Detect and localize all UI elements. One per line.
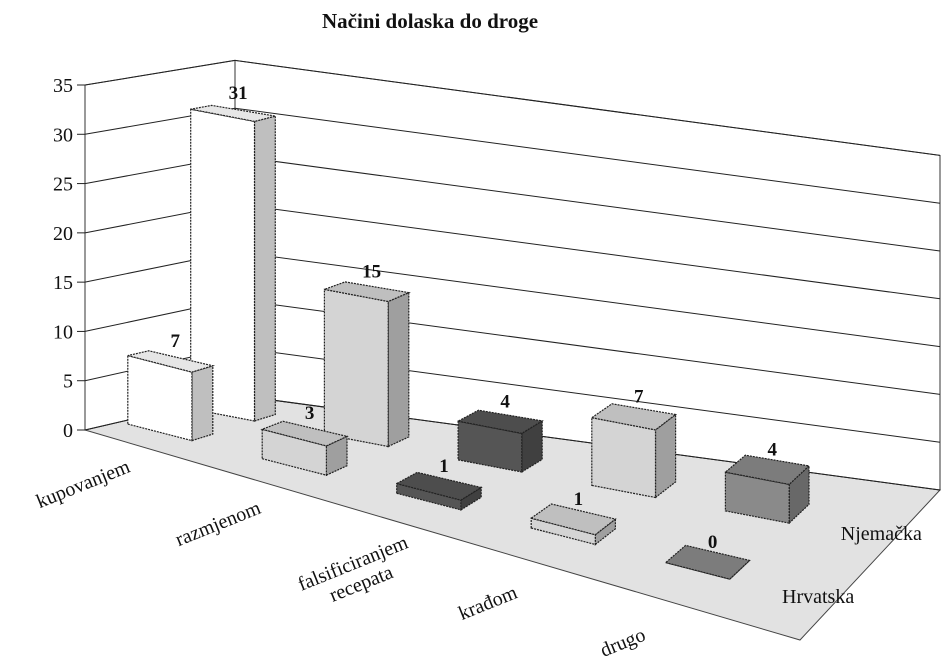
bar-front xyxy=(591,416,657,499)
y-tick-label: 35 xyxy=(53,75,73,97)
bar xyxy=(190,104,276,422)
series-label: Hrvatska xyxy=(782,586,854,608)
bar-front xyxy=(323,288,389,448)
value-label: 7 xyxy=(634,386,644,407)
x-tick-label: falsificiranjemrecepata xyxy=(295,531,420,616)
x-tick-label: krađom xyxy=(455,581,520,624)
value-label: 15 xyxy=(362,261,381,282)
bar xyxy=(260,420,349,477)
value-label: 1 xyxy=(574,489,584,510)
bar-top xyxy=(456,409,544,435)
bar xyxy=(395,471,483,511)
bar-top xyxy=(322,281,411,303)
y-tick-label: 30 xyxy=(53,124,73,146)
bar-top xyxy=(190,104,276,123)
x-tick-label: razmjenom xyxy=(172,497,264,551)
value-label: 7 xyxy=(171,331,181,352)
bar-front xyxy=(261,428,327,476)
value-label: 1 xyxy=(439,456,449,477)
bar xyxy=(456,409,544,474)
bar-top xyxy=(529,503,617,536)
value-label: 4 xyxy=(768,439,778,460)
bar-front xyxy=(127,354,193,442)
bar xyxy=(664,544,751,580)
bar xyxy=(322,281,411,448)
bar-top xyxy=(664,544,751,580)
value-label: 0 xyxy=(708,532,718,553)
bar-side xyxy=(387,291,410,448)
bar-side xyxy=(191,364,214,442)
bar xyxy=(590,403,678,499)
bar-top xyxy=(395,471,483,501)
bar-top xyxy=(127,350,216,373)
series-label: Njemačka xyxy=(841,523,922,545)
x-tick-label: drugo xyxy=(597,624,649,657)
bar-top xyxy=(260,420,349,447)
y-tick-label: 25 xyxy=(53,174,73,196)
grid-line xyxy=(84,59,941,156)
bar xyxy=(127,350,216,442)
y-tick-label: 10 xyxy=(53,321,73,343)
bar-top xyxy=(590,403,678,431)
bar-side xyxy=(253,115,276,422)
bar-side xyxy=(654,413,677,499)
x-tick-label: kupovanjem xyxy=(33,455,133,513)
y-tick-label: 15 xyxy=(53,272,73,294)
y-tick-label: 0 xyxy=(63,420,73,442)
bar xyxy=(529,503,617,546)
y-tick-label: 5 xyxy=(63,371,73,393)
bar-top xyxy=(724,454,811,486)
y-tick-label: 20 xyxy=(53,223,73,245)
chart-title: Načini dolaska do droge xyxy=(322,9,538,33)
grid-line xyxy=(84,107,941,204)
value-label: 3 xyxy=(305,403,315,424)
value-label: 31 xyxy=(229,83,248,104)
bar xyxy=(724,454,811,525)
value-label: 4 xyxy=(500,391,510,412)
